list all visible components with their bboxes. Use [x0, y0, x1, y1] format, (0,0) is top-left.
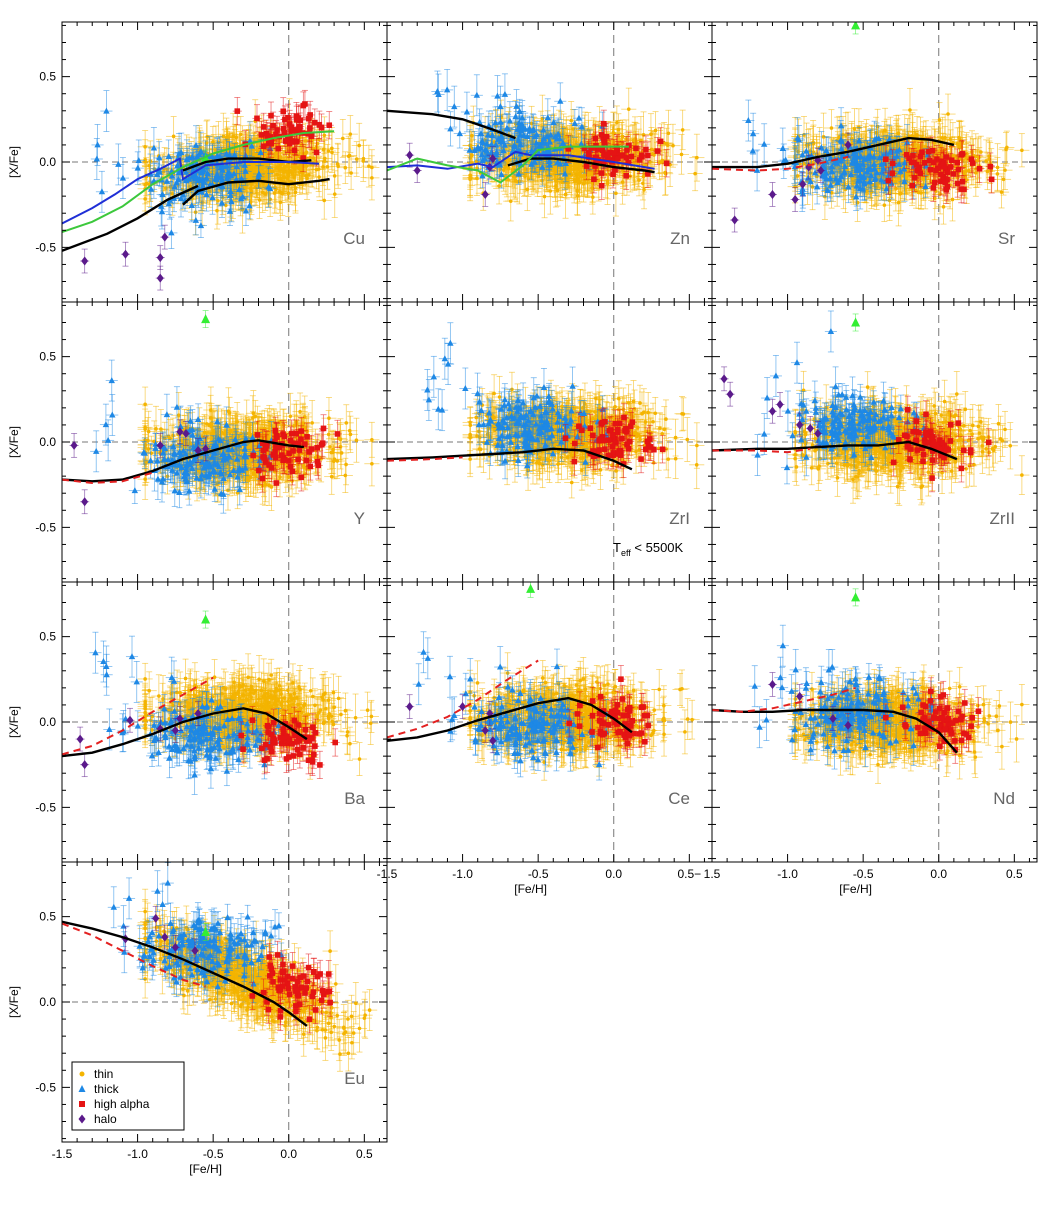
- y-tick-label: -0.5: [35, 240, 56, 254]
- y-tick-label: 0.5: [39, 70, 56, 84]
- element-label: ZrI: [669, 509, 690, 528]
- y-tick-label: 0.0: [39, 155, 56, 169]
- element-label: ZrII: [990, 509, 1016, 528]
- y-axis-label: [X/Fe]: [7, 426, 21, 458]
- element-label: Zn: [670, 229, 690, 248]
- element-label: Y: [354, 509, 365, 528]
- y-tick-label: 0.5: [39, 350, 56, 364]
- y-axis-label: [X/Fe]: [7, 146, 21, 178]
- y-tick-label: -0.5: [35, 520, 56, 534]
- element-label: Sr: [998, 229, 1015, 248]
- element-label: Cu: [343, 229, 365, 248]
- y-tick-label: 0.0: [39, 435, 56, 449]
